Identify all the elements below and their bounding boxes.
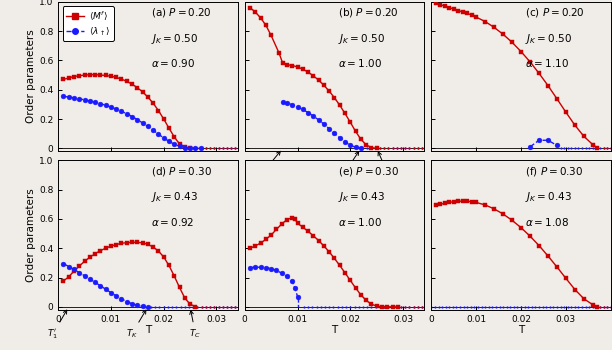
Text: $J_K = 0.50$: $J_K = 0.50$ (524, 32, 572, 46)
Text: $T_1$: $T_1$ (258, 151, 280, 178)
X-axis label: T: T (331, 325, 338, 335)
Text: $\alpha = 1.10$: $\alpha = 1.10$ (524, 57, 569, 69)
Legend: $\langle M^f \rangle$, $\langle \lambda_{\uparrow} \rangle$: $\langle M^f \rangle$, $\langle \lambda_… (62, 6, 114, 41)
Text: (d) $P = 0.30$: (d) $P = 0.30$ (151, 165, 213, 178)
Text: $J_K = 0.43$: $J_K = 0.43$ (524, 190, 572, 204)
Text: $\alpha = 0.92$: $\alpha = 0.92$ (151, 216, 195, 228)
Text: $\alpha = 1.00$: $\alpha = 1.00$ (338, 57, 382, 69)
Text: $\alpha = 0.90$: $\alpha = 0.90$ (151, 57, 195, 69)
Text: $J_K = 0.50$: $J_K = 0.50$ (338, 32, 385, 46)
Text: $\alpha = 1.00$: $\alpha = 1.00$ (338, 216, 382, 228)
Text: $J_K = 0.43$: $J_K = 0.43$ (338, 190, 385, 204)
Text: (f) $P = 0.30$: (f) $P = 0.30$ (524, 165, 583, 178)
Y-axis label: Order parameters: Order parameters (26, 30, 36, 124)
Text: (b) $P = 0.20$: (b) $P = 0.20$ (338, 6, 399, 19)
Y-axis label: Order parameters: Order parameters (26, 188, 36, 282)
Text: $T_K$: $T_K$ (126, 310, 146, 340)
Text: (a) $P = 0.20$: (a) $P = 0.20$ (151, 6, 212, 19)
Text: $T_K$: $T_K$ (339, 152, 359, 178)
Text: $T_1'$: $T_1'$ (47, 310, 67, 341)
X-axis label: T: T (144, 325, 151, 335)
Text: $\alpha = 1.08$: $\alpha = 1.08$ (524, 216, 569, 228)
Text: $J_K = 0.50$: $J_K = 0.50$ (151, 32, 198, 46)
Text: $T_C$: $T_C$ (189, 310, 201, 340)
Text: (c) $P = 0.20$: (c) $P = 0.20$ (524, 6, 584, 19)
Text: (e) $P = 0.30$: (e) $P = 0.30$ (338, 165, 399, 178)
Text: $T_C$: $T_C$ (378, 152, 393, 178)
X-axis label: T: T (518, 325, 524, 335)
Text: $J_K = 0.43$: $J_K = 0.43$ (151, 190, 198, 204)
